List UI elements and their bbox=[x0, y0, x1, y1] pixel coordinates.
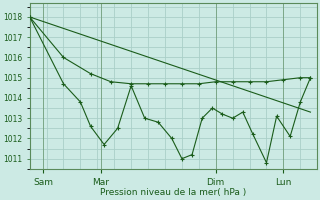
X-axis label: Pression niveau de la mer( hPa ): Pression niveau de la mer( hPa ) bbox=[100, 188, 247, 197]
